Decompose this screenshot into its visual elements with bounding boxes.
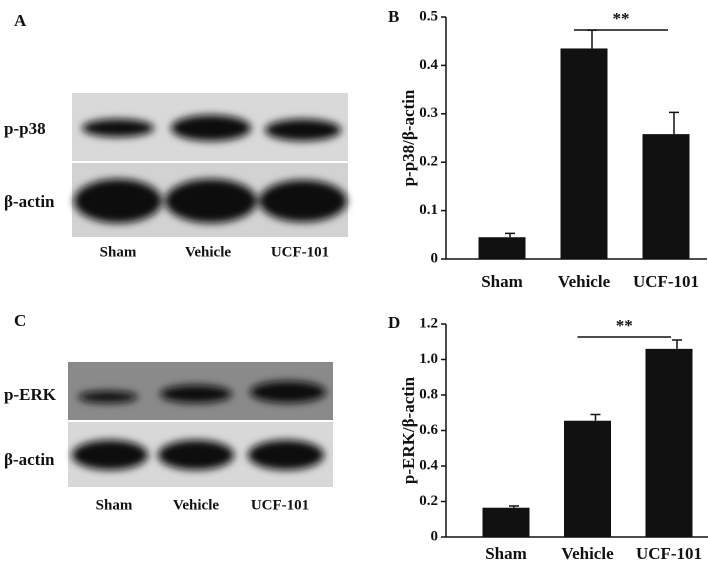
panel-letter: D [388,313,400,332]
panel-letter: B [388,7,399,26]
y-tick-label: 0.3 [419,105,438,121]
y-axis-label: p-p38/β-actin [399,89,418,186]
row-label: β-actin [4,192,55,211]
y-tick-label: 0.4 [419,57,438,73]
error-bar [672,339,682,349]
y-axis-label: p-ERK/β-actin [399,376,418,484]
y-tick-label: 0.8 [419,386,438,402]
y-tick-label: 0.2 [419,154,438,170]
lane-label: UCF-101 [251,497,309,513]
x-tick-label: UCF-101 [636,544,702,563]
x-tick-label: Vehicle [558,272,611,291]
y-tick-label: 0.5 [419,8,438,24]
y-tick-label: 1.2 [419,315,438,331]
y-tick-label: 0.6 [419,422,438,438]
blot [72,93,348,237]
x-tick-label: Sham [485,544,527,563]
bar [642,134,690,259]
y-tick-label: 0.2 [419,493,438,509]
lane-label: Vehicle [185,244,231,260]
error-bar [505,232,515,238]
lane-label: UCF-101 [271,244,329,260]
panel-letter: A [14,11,27,30]
error-bar [590,413,601,421]
y-tick-label: 0.4 [419,457,438,473]
y-tick-label: 0 [431,250,439,266]
bar [560,48,608,260]
row-label: β-actin [4,450,55,469]
x-tick-label: Sham [481,272,523,291]
annotation: ** [613,9,630,28]
error-bar [669,111,679,135]
x-tick-label: Vehicle [561,544,614,563]
blot [68,362,333,487]
row-label: p-ERK [4,385,57,404]
lane-label: Sham [96,497,133,513]
y-tick-label: 0.1 [419,202,438,218]
panel-letter: C [14,311,26,330]
bar [645,348,693,537]
error-bar [509,505,519,508]
lane-label: Sham [100,244,137,260]
x-tick-label: UCF-101 [633,272,699,291]
bar [564,420,611,537]
y-tick-label: 0 [431,528,439,544]
row-label: p-p38 [4,119,46,138]
lane-label: Vehicle [173,497,219,513]
annotation: ** [616,316,633,335]
bar [482,507,530,537]
bar [478,237,526,259]
y-tick-label: 1.0 [419,351,438,367]
error-bar [587,29,597,49]
